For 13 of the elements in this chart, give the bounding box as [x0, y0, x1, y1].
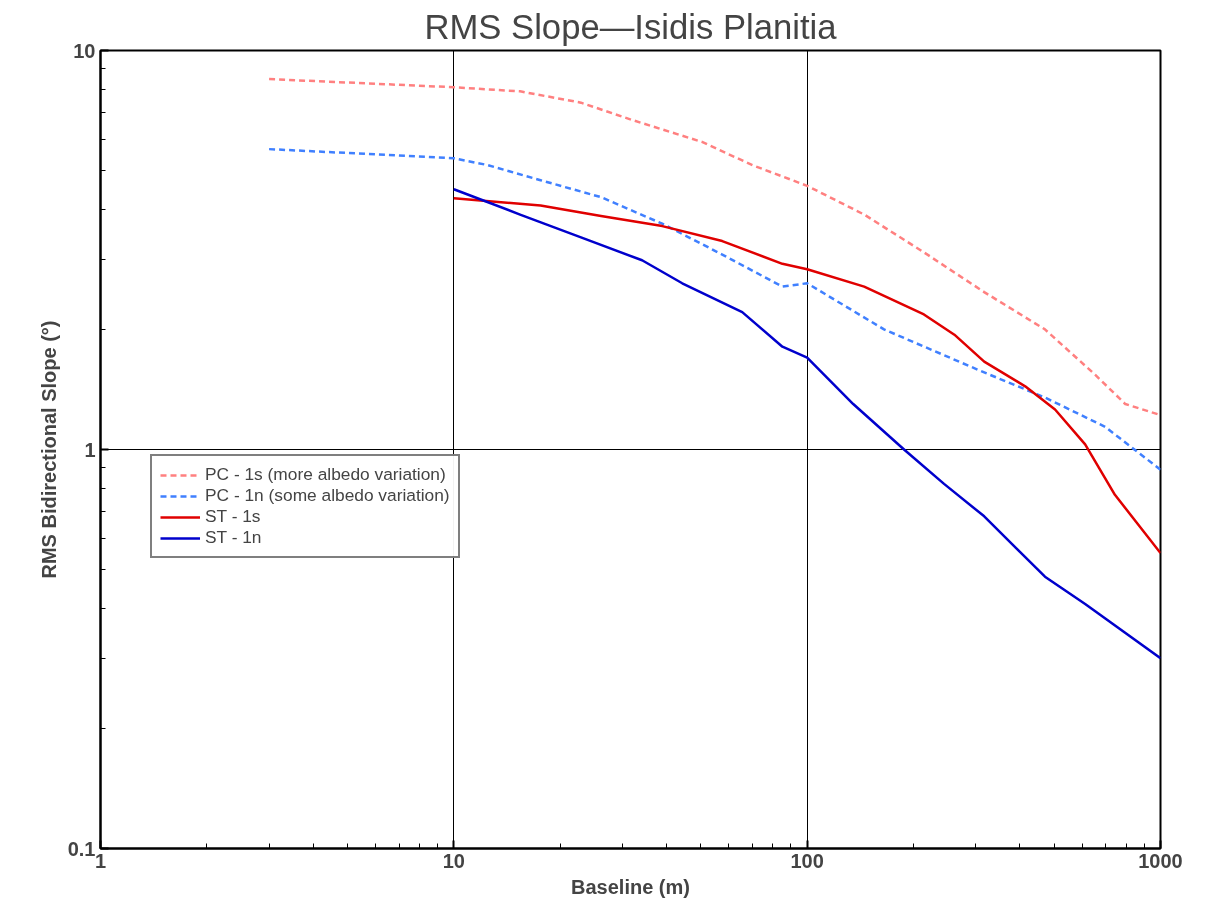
legend-label: PC - 1s (more albedo variation) [205, 464, 446, 485]
legend-label: ST - 1n [205, 527, 262, 548]
y-tick-label: 1 [84, 438, 96, 461]
y-tick-label: 10 [73, 39, 96, 62]
legend-label: ST - 1s [205, 506, 261, 527]
y-axis-title: RMS Bidirectional Slope (°) [37, 320, 60, 579]
x-tick-label: 1000 [1138, 849, 1183, 872]
x-tick-label: 10 [442, 849, 465, 872]
x-axis-title: Baseline (m) [571, 875, 690, 898]
x-tick-label: 100 [790, 849, 824, 872]
legend-label: PC - 1n (some albedo variation) [205, 485, 450, 506]
y-tick-label: 0.1 [67, 837, 96, 860]
chart-title: RMS Slope—Isidis Planitia [424, 7, 838, 46]
